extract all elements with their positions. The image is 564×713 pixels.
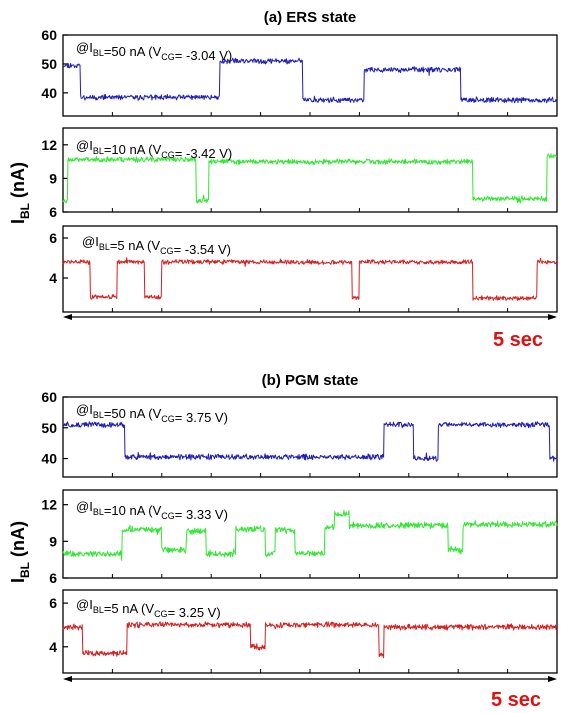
y-axis-label-part: (nA) bbox=[8, 521, 28, 562]
annotation-text: =10 nA (V bbox=[104, 503, 162, 518]
y-tick-label: 4 bbox=[49, 639, 57, 655]
y-tick-label: 60 bbox=[41, 389, 57, 405]
y-tick-label: 6 bbox=[49, 204, 57, 220]
y-axis-label-part: I bbox=[8, 219, 28, 224]
series-line-a3 bbox=[62, 257, 558, 301]
y-tick-label: 40 bbox=[41, 451, 57, 467]
series-line-b3 bbox=[62, 621, 558, 659]
panel-annotation: @IBL=10 nA (VCG= -3.42 V) bbox=[76, 138, 232, 161]
y-tick-label: 6 bbox=[49, 595, 57, 611]
y-tick-label: 40 bbox=[41, 85, 57, 101]
annotation-text: =5 nA (V bbox=[110, 238, 161, 253]
panel-a2: 6 9 12 @IBL=10 nA (VCG= -3.42 V) bbox=[41, 127, 558, 220]
panel-annotation: @IBL=5 nA (VCG= -3.54 V) bbox=[82, 234, 231, 257]
y-axis-label-part: (nA) bbox=[8, 162, 28, 203]
y-tick-label: 4 bbox=[49, 270, 57, 286]
annotation-subscript: CG bbox=[154, 609, 168, 619]
y-tick-label: 60 bbox=[41, 27, 57, 43]
panel-annotation: @IBL=10 nA (VCG= 3.33 V) bbox=[76, 499, 228, 522]
y-tick-label: 6 bbox=[49, 570, 57, 586]
annotation-text: @I bbox=[82, 234, 99, 249]
y-axis-label-sub: BL bbox=[18, 203, 32, 219]
series-line-b1 bbox=[62, 421, 558, 462]
panel-annotation: @IBL=50 nA (VCG= 3.75 V) bbox=[76, 402, 228, 425]
y-axis-label: IBL (nA) bbox=[8, 521, 32, 583]
timescale-label: 5 sec bbox=[491, 689, 541, 711]
panel-a1: 40 50 60 @IBL=50 nA (VCG= -3.04 V) bbox=[41, 27, 558, 117]
annotation-text: @I bbox=[76, 499, 93, 514]
annotation-text: @I bbox=[76, 597, 93, 612]
y-tick-label: 50 bbox=[41, 56, 57, 72]
series-line-a1 bbox=[62, 57, 558, 104]
panel-b2: 6 9 12 @IBL=10 nA (VCG= 3.33 V) bbox=[41, 489, 558, 586]
series-line-a2 bbox=[62, 153, 558, 204]
y-tick-label: 50 bbox=[41, 420, 57, 436]
y-tick-label: 9 bbox=[49, 533, 57, 549]
annotation-subscript: BL bbox=[93, 605, 104, 615]
annotation-subscript: CG bbox=[161, 511, 175, 521]
annotation-text: =10 nA (V bbox=[104, 142, 162, 157]
time-arrow-head-right bbox=[548, 314, 557, 320]
chart-title: (b) PGM state bbox=[262, 372, 359, 389]
panel-b1: 40 50 60 @IBL=50 nA (VCG= 3.75 V) bbox=[41, 389, 558, 478]
annotation-text: =50 nA (V bbox=[104, 406, 162, 421]
annotation-subscript: BL bbox=[93, 507, 104, 517]
annotation-text: @I bbox=[76, 138, 93, 153]
annotation-subscript: CG bbox=[160, 246, 174, 256]
y-tick-label: 12 bbox=[41, 497, 57, 513]
annotation-text: @I bbox=[76, 402, 93, 417]
annotation-text: @I bbox=[76, 40, 93, 55]
panel-a3: 4 6 @IBL=5 nA (VCG= -3.54 V) bbox=[49, 225, 558, 313]
annotation-text: = 3.75 V) bbox=[175, 410, 228, 425]
time-arrow-head-left bbox=[63, 676, 72, 682]
annotation-text: =50 nA (V bbox=[104, 44, 162, 59]
annotation-subscript: BL bbox=[93, 146, 104, 156]
y-axis-label: IBL (nA) bbox=[8, 162, 32, 224]
time-arrow-head-right bbox=[548, 676, 557, 682]
panel-annotation: @IBL=50 nA (VCG= -3.04 V) bbox=[76, 40, 232, 63]
annotation-subscript: BL bbox=[93, 48, 104, 58]
timescale-label: 5 sec bbox=[493, 329, 543, 351]
panel-annotation: @IBL=5 nA (VCG= 3.25 V) bbox=[76, 597, 221, 620]
annotation-subscript: CG bbox=[161, 52, 175, 62]
annotation-subscript: CG bbox=[161, 414, 175, 424]
y-axis-label-sub: BL bbox=[18, 562, 32, 578]
annotation-text: = -3.54 V) bbox=[174, 242, 231, 257]
y-axis-label-part: I bbox=[8, 578, 28, 583]
y-tick-label: 9 bbox=[49, 170, 57, 186]
annotation-text: = -3.42 V) bbox=[175, 146, 232, 161]
annotation-text: = 3.25 V) bbox=[168, 605, 221, 620]
time-arrow-head-left bbox=[63, 314, 72, 320]
annotation-text: = 3.33 V) bbox=[175, 507, 228, 522]
annotation-subscript: BL bbox=[99, 242, 110, 252]
y-tick-label: 12 bbox=[41, 137, 57, 153]
y-tick-label: 6 bbox=[49, 230, 57, 246]
annotation-text: = -3.04 V) bbox=[175, 48, 232, 63]
annotation-text: =5 nA (V bbox=[104, 601, 155, 616]
series-line-b2 bbox=[62, 509, 558, 561]
annotation-subscript: BL bbox=[93, 410, 104, 420]
panel-b3: 4 6 @IBL=5 nA (VCG= 3.25 V) bbox=[49, 589, 558, 674]
chart-title: (a) ERS state bbox=[264, 9, 357, 26]
annotation-subscript: CG bbox=[161, 150, 175, 160]
